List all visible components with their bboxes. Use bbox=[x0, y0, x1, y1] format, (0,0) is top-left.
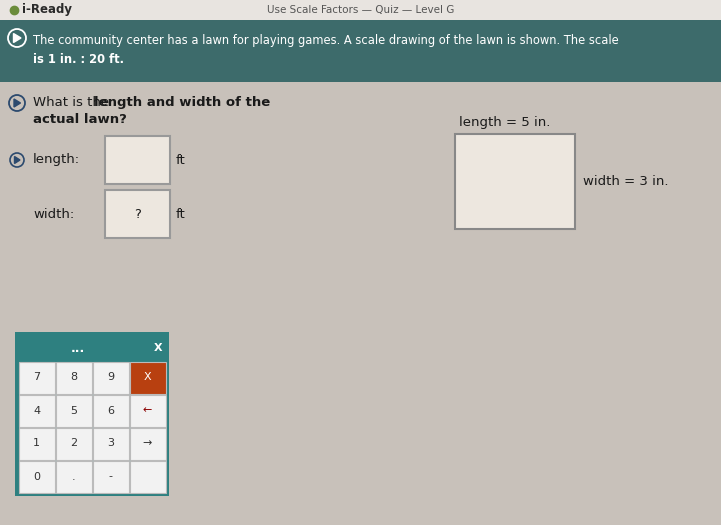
Text: width:: width: bbox=[33, 207, 74, 220]
Bar bbox=[56, 427, 92, 459]
Text: length:: length: bbox=[33, 153, 80, 166]
Bar bbox=[92, 460, 128, 492]
Text: X: X bbox=[154, 343, 162, 353]
Bar bbox=[0, 0, 721, 20]
Bar bbox=[0, 20, 721, 82]
Bar bbox=[130, 427, 166, 459]
Text: ft: ft bbox=[176, 207, 186, 220]
Text: 5: 5 bbox=[70, 405, 77, 415]
Text: 7: 7 bbox=[33, 373, 40, 383]
Polygon shape bbox=[14, 99, 20, 107]
Text: ←: ← bbox=[143, 405, 152, 415]
Text: 1: 1 bbox=[33, 438, 40, 448]
Bar bbox=[455, 134, 575, 229]
Bar bbox=[92, 362, 128, 394]
Text: ft: ft bbox=[176, 153, 186, 166]
Text: What is the: What is the bbox=[33, 96, 113, 109]
Text: i-Ready: i-Ready bbox=[22, 4, 72, 16]
Text: X: X bbox=[143, 373, 151, 383]
Bar bbox=[130, 394, 166, 426]
Text: .: . bbox=[71, 471, 75, 481]
Bar bbox=[56, 460, 92, 492]
Text: -: - bbox=[108, 471, 112, 481]
Text: width = 3 in.: width = 3 in. bbox=[583, 175, 668, 188]
Bar bbox=[105, 190, 170, 238]
Text: Use Scale Factors — Quiz — Level G: Use Scale Factors — Quiz — Level G bbox=[267, 5, 454, 15]
Text: →: → bbox=[143, 438, 152, 448]
Text: 2: 2 bbox=[70, 438, 77, 448]
Bar bbox=[18, 335, 166, 361]
Bar bbox=[92, 394, 128, 426]
Text: length and width of the: length and width of the bbox=[94, 96, 270, 109]
Text: 9: 9 bbox=[107, 373, 114, 383]
Bar bbox=[130, 460, 166, 492]
Text: actual lawn?: actual lawn? bbox=[33, 113, 127, 126]
Text: ...: ... bbox=[71, 341, 85, 354]
Text: length = 5 in.: length = 5 in. bbox=[459, 116, 550, 129]
Bar bbox=[56, 362, 92, 394]
Bar bbox=[56, 394, 92, 426]
Bar bbox=[92, 427, 128, 459]
Bar bbox=[130, 362, 166, 394]
Text: 8: 8 bbox=[70, 373, 77, 383]
Bar bbox=[19, 427, 55, 459]
Text: The community center has a lawn for playing games. A scale drawing of the lawn i: The community center has a lawn for play… bbox=[33, 34, 619, 47]
Bar bbox=[19, 362, 55, 394]
Bar bbox=[0, 82, 721, 525]
Text: 6: 6 bbox=[107, 405, 114, 415]
Text: 0: 0 bbox=[33, 471, 40, 481]
Text: is 1 in. : 20 ft.: is 1 in. : 20 ft. bbox=[33, 53, 124, 66]
Polygon shape bbox=[14, 34, 21, 43]
Text: ?: ? bbox=[134, 207, 141, 220]
Bar bbox=[19, 460, 55, 492]
Bar bbox=[105, 136, 170, 184]
Text: 3: 3 bbox=[107, 438, 114, 448]
Polygon shape bbox=[14, 156, 20, 163]
Bar bbox=[15, 332, 169, 496]
Bar bbox=[19, 394, 55, 426]
Text: 4: 4 bbox=[33, 405, 40, 415]
